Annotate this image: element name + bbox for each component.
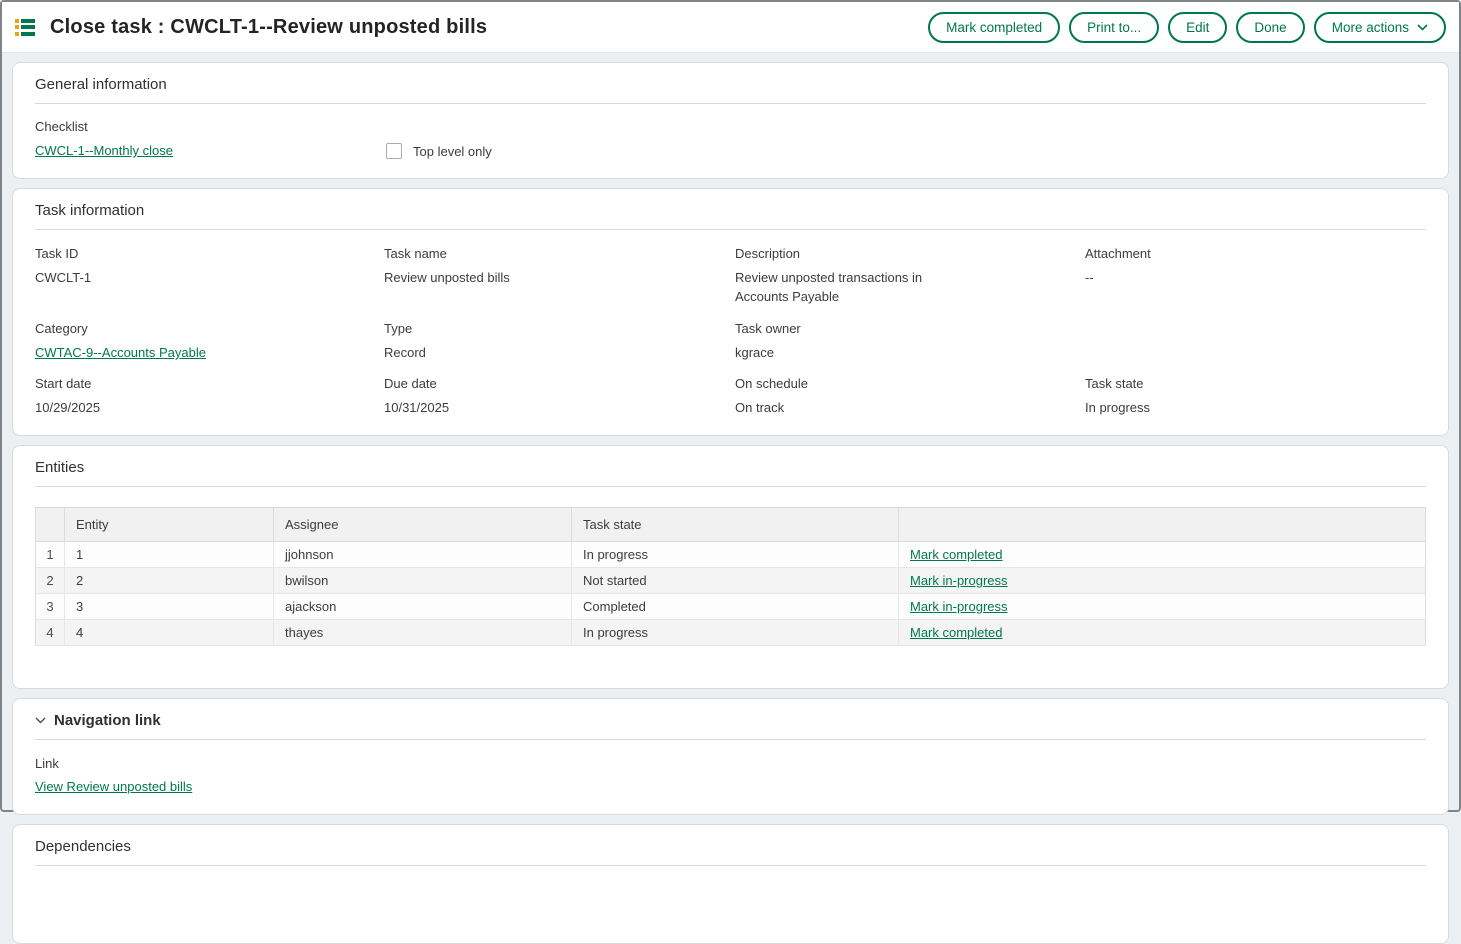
entities-header-row: Entity Assignee Task state	[35, 507, 1426, 542]
table-row: 1 1 jjohnson In progress Mark completed	[35, 541, 1426, 568]
table-row: 3 3 ajackson Completed Mark in-progress	[35, 593, 1426, 620]
entities-section: Entities Entity Assignee Task state 1 1 …	[12, 445, 1449, 689]
col-entity: Entity	[64, 507, 274, 542]
col-assignee: Assignee	[273, 507, 572, 542]
chevron-down-icon	[1417, 23, 1428, 31]
task-information-section: Task information Task ID CWCLT-1 Task na…	[12, 188, 1449, 436]
checklist-label: Checklist	[35, 119, 88, 134]
page-title: Close task : CWCLT-1--Review unposted bi…	[50, 15, 488, 38]
edit-button[interactable]: Edit	[1168, 11, 1228, 43]
row-action-link[interactable]: Mark completed	[910, 547, 1003, 562]
toolbar: Mark completed Print to... Edit Done Mor…	[928, 11, 1446, 43]
entities-heading: Entities	[35, 459, 1426, 487]
task-info-row-2: Category CWTAC-9--Accounts Payable Type …	[35, 321, 1426, 362]
field-on-schedule: On schedule On track	[735, 376, 808, 415]
field-task-id: Task ID CWCLT-1	[35, 246, 92, 285]
field-category: Category CWTAC-9--Accounts Payable	[35, 321, 206, 360]
col-action	[898, 507, 1426, 542]
more-actions-label: More actions	[1331, 19, 1409, 35]
task-info-row-3: Start date 10/29/2025 Due date 10/31/202…	[35, 376, 1426, 417]
field-task-state: Task state In progress	[1085, 376, 1151, 415]
dependencies-heading: Dependencies	[35, 838, 1426, 866]
field-due-date: Due date 10/31/2025	[384, 376, 450, 415]
task-info-row-1: Task ID CWCLT-1 Task name Review unposte…	[35, 246, 1426, 306]
category-link[interactable]: CWTAC-9--Accounts Payable	[35, 345, 206, 360]
table-row: 4 4 thayes In progress Mark completed	[35, 619, 1426, 646]
more-actions-button[interactable]: More actions	[1313, 11, 1446, 43]
checklist-link[interactable]: CWCL-1--Monthly close	[35, 143, 173, 158]
print-to-button[interactable]: Print to...	[1069, 11, 1160, 43]
field-attachment: Attachment --	[1085, 246, 1151, 285]
row-action-link[interactable]: Mark in-progress	[910, 573, 1008, 588]
row-action-link[interactable]: Mark in-progress	[910, 599, 1008, 614]
col-rownum	[35, 507, 65, 542]
general-information-section: General information Checklist CWCL-1--Mo…	[12, 62, 1449, 179]
table-row: 2 2 bwilson Not started Mark in-progress	[35, 567, 1426, 594]
navigation-link-heading-label: Navigation link	[54, 712, 161, 729]
mark-completed-button[interactable]: Mark completed	[928, 11, 1061, 43]
checklist-icon[interactable]	[15, 18, 35, 36]
view-task-link[interactable]: View Review unposted bills	[35, 779, 193, 794]
field-start-date: Start date 10/29/2025	[35, 376, 101, 415]
top-bar: Close task : CWCLT-1--Review unposted bi…	[2, 2, 1459, 53]
navigation-link-section: Navigation link Link View Review unposte…	[12, 698, 1449, 815]
row-action-link[interactable]: Mark completed	[910, 625, 1003, 640]
navigation-link-heading: Navigation link	[35, 712, 1426, 740]
dependencies-section: Dependencies	[12, 824, 1449, 944]
field-task-name: Task name Review unposted bills	[384, 246, 510, 285]
entities-table: Entity Assignee Task state 1 1 jjohnson …	[35, 507, 1426, 646]
link-label: Link	[35, 756, 59, 771]
col-task-state: Task state	[571, 507, 899, 542]
top-level-only-checkbox[interactable]	[386, 143, 402, 159]
field-description: Description Review unposted transactions…	[735, 246, 923, 304]
field-type: Type Record	[384, 321, 426, 360]
task-information-heading: Task information	[35, 202, 1426, 230]
done-button[interactable]: Done	[1236, 11, 1305, 43]
general-information-heading: General information	[35, 76, 1426, 104]
field-task-owner: Task owner kgrace	[735, 321, 801, 360]
top-level-only-label: Top level only	[413, 143, 492, 159]
collapse-chevron-icon[interactable]	[35, 717, 46, 724]
